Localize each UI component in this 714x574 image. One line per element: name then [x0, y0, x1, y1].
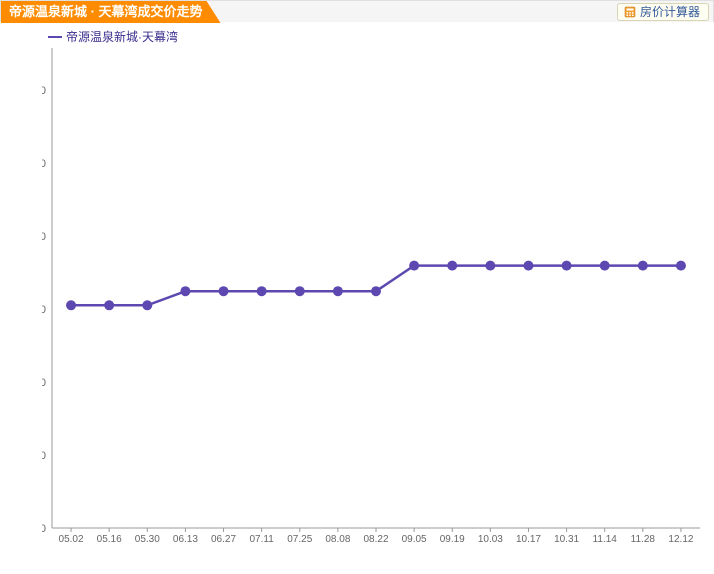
y-tick-label: 2,320	[42, 450, 46, 462]
x-tick-label: 10.31	[554, 534, 579, 545]
x-tick-label: 05.02	[59, 534, 84, 545]
y-tick-label: 1,750	[42, 523, 46, 535]
x-tick-label: 07.25	[287, 534, 312, 545]
x-tick-label: 09.05	[402, 534, 427, 545]
series-marker	[180, 286, 190, 296]
series-marker	[295, 286, 305, 296]
series-marker	[219, 286, 229, 296]
y-tick-label: 4,030	[42, 231, 46, 243]
chart-title: 帝源温泉新城 · 天幕湾成交价走势	[9, 4, 203, 19]
calculator-label: 房价计算器	[640, 4, 700, 20]
series-marker	[257, 286, 267, 296]
series-marker	[562, 261, 572, 271]
x-tick-label: 08.22	[363, 534, 388, 545]
header-bar: 帝源温泉新城 · 天幕湾成交价走势 房价计算器	[0, 0, 714, 22]
x-tick-label: 05.16	[97, 534, 122, 545]
series-marker	[523, 261, 533, 271]
x-tick-label: 10.17	[516, 534, 541, 545]
price-calculator-button[interactable]: 房价计算器	[617, 3, 709, 21]
x-tick-label: 08.08	[325, 534, 350, 545]
y-tick-label: 4,600	[42, 158, 46, 170]
chart-svg: 1,750 2,320 2,890 3,460 4,030 4,600 5,170 05.02…	[42, 48, 702, 546]
x-tick-label: 06.27	[211, 534, 236, 545]
x-tick-label: 11.14	[593, 534, 618, 545]
chart-legend: 帝源温泉新城·天幕湾	[48, 28, 178, 45]
series-line	[71, 266, 681, 306]
calculator-icon	[624, 6, 636, 18]
x-tick-label: 06.13	[173, 534, 198, 545]
series-marker	[104, 300, 114, 310]
x-tick-label: 11.28	[631, 534, 656, 545]
x-tick-label: 05.30	[135, 534, 160, 545]
x-tick-label: 12.12	[668, 534, 693, 545]
legend-series-label: 帝源温泉新城·天幕湾	[66, 28, 178, 45]
chart-plot-area: 1,750 2,320 2,890 3,460 4,030 4,600 5,170 05.02…	[42, 48, 702, 546]
series-marker	[371, 286, 381, 296]
series-marker	[638, 261, 648, 271]
series-marker	[485, 261, 495, 271]
series-marker	[600, 261, 610, 271]
series-marker	[447, 261, 457, 271]
x-tick-label: 07.11	[249, 534, 274, 545]
x-tick-label: 09.19	[440, 534, 465, 545]
series-marker	[333, 286, 343, 296]
series-marker	[676, 261, 686, 271]
series-marker	[409, 261, 419, 271]
x-tick-label: 10.03	[478, 534, 503, 545]
y-tick-label: 2,890	[42, 377, 46, 389]
series-marker	[66, 300, 76, 310]
y-tick-label: 3,460	[42, 304, 46, 316]
chart-title-tab: 帝源温泉新城 · 天幕湾成交价走势	[1, 1, 221, 23]
legend-line-icon	[48, 36, 62, 38]
y-tick-label: 5,170	[42, 85, 46, 97]
series-marker	[142, 300, 152, 310]
